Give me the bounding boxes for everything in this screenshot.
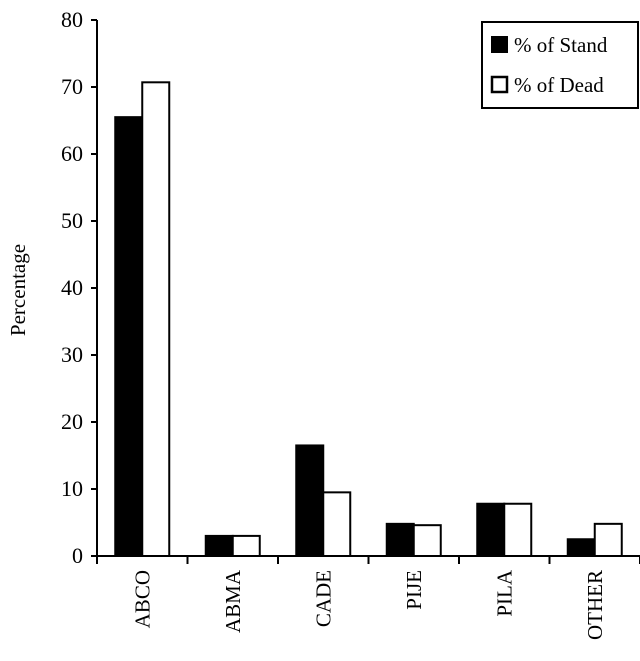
bar-pct-stand	[476, 502, 506, 557]
category-label: CADE	[311, 570, 335, 627]
bars	[114, 81, 623, 558]
bar-pct-stand	[114, 116, 144, 558]
legend: % of Stand % of Dead	[481, 21, 639, 109]
y-tick-label: 70	[61, 74, 83, 99]
legend-swatch-stand	[491, 36, 508, 53]
bar-pct-stand	[385, 522, 415, 558]
y-tick-label: 50	[61, 208, 83, 233]
category-label: PIJE	[402, 570, 426, 610]
bar-pct-dead	[412, 524, 442, 557]
bar-pct-dead	[231, 534, 261, 558]
y-tick-label: 80	[61, 7, 83, 32]
legend-box	[481, 21, 639, 109]
bar-pct-dead	[593, 522, 623, 558]
category-label: ABMA	[221, 569, 245, 633]
y-axis-title: Percentage	[6, 244, 30, 336]
y-tick-label: 10	[61, 476, 83, 501]
bar-pct-stand	[566, 538, 596, 557]
legend-label-dead: % of Dead	[514, 73, 604, 97]
y-tick-label: 60	[61, 141, 83, 166]
category-label: ABCO	[130, 570, 154, 628]
bar-pct-stand	[295, 444, 325, 558]
y-tick-label: 30	[61, 342, 83, 367]
y-tick-label: 40	[61, 275, 83, 300]
bar-pct-dead	[322, 491, 352, 558]
category-label: OTHER	[583, 570, 607, 640]
y-tick-label: 20	[61, 409, 83, 434]
bar-pct-dead	[141, 81, 171, 557]
legend-swatch-dead	[490, 75, 509, 94]
bar-pct-dead	[503, 502, 533, 557]
y-tick-label: 0	[72, 543, 83, 568]
legend-label-stand: % of Stand	[514, 33, 608, 57]
y-axis-ticks: 0 10 20 30 40 50 60 70 80	[61, 7, 97, 568]
bar-pct-stand	[204, 534, 234, 558]
category-label: PILA	[492, 569, 516, 617]
category-labels: ABCO ABMA CADE PIJE PILA OTHER	[96, 556, 640, 640]
